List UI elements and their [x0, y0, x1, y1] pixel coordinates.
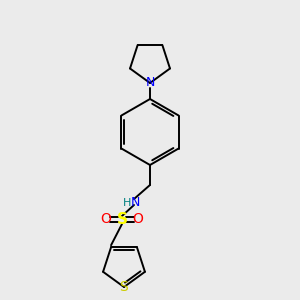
Text: O: O: [133, 212, 143, 226]
Text: O: O: [100, 212, 111, 226]
Text: S: S: [116, 212, 128, 226]
Text: N: N: [145, 76, 155, 89]
Text: N: N: [130, 196, 140, 209]
Text: S: S: [120, 280, 128, 294]
Text: H: H: [123, 198, 131, 208]
